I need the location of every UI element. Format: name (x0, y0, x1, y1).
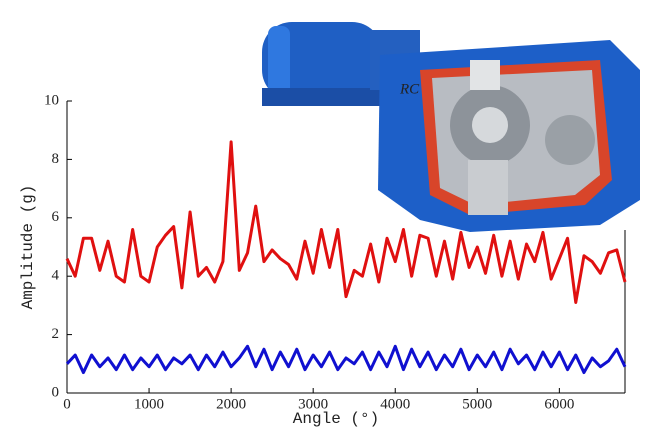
y-tick-label: 2 (52, 326, 60, 342)
x-tick-label: 2000 (216, 396, 246, 412)
line-series (65, 140, 627, 304)
x-axis-label: Angle (°) (293, 410, 379, 428)
y-axis-label: Amplitude (g) (19, 185, 37, 310)
x-tick-label: 1000 (134, 396, 164, 412)
logo: RC (399, 81, 420, 97)
motor-body (262, 22, 382, 100)
y-tick-label: 4 (52, 268, 60, 284)
motor-base (262, 88, 412, 106)
x-tick-label: 3000 (298, 396, 328, 412)
y-tick-label: 0 (52, 384, 60, 400)
shaft-top (470, 60, 500, 90)
hub (472, 107, 508, 143)
x-tick-label: 0 (63, 396, 71, 412)
motor-cap (268, 26, 290, 96)
gear-2 (545, 115, 595, 165)
y-tick-label: 8 (52, 151, 60, 167)
line-series (65, 344, 627, 375)
shaft (468, 160, 508, 215)
gearbox-photo: RC (262, 22, 640, 232)
plot-area: 0 2 4 6 8 10 0 1000 2000 3000 4000 5000 6000 Angle (°… (19, 92, 627, 428)
y-tick-label: 10 (44, 92, 59, 108)
y-tick-label: 6 (52, 209, 60, 225)
x-tick-label: 4000 (380, 396, 410, 412)
x-tick-label: 6000 (544, 396, 574, 412)
x-tick-label: 5000 (462, 396, 492, 412)
